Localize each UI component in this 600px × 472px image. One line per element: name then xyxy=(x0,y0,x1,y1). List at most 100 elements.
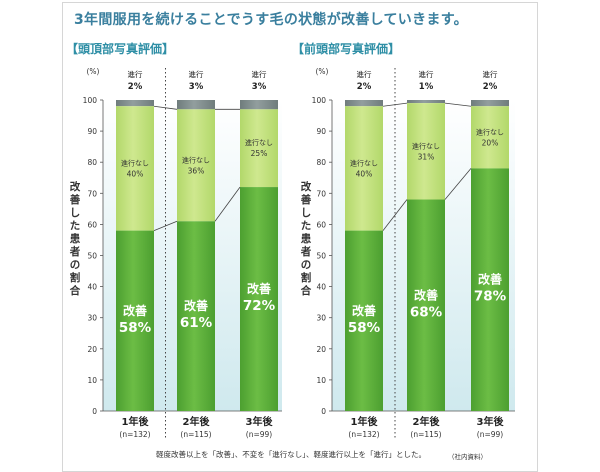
frontal-no-progress-value-label: 20% xyxy=(482,138,499,147)
crown-y-tick-label: 80 xyxy=(87,158,97,167)
frontal-y-tick-label: 70 xyxy=(316,189,326,198)
crown-y-tick-label: 90 xyxy=(87,127,97,136)
frontal-sample-size-label: (n=99) xyxy=(477,430,504,439)
crown-bar-improved xyxy=(177,221,215,411)
frontal-improved-series-label: 改善 xyxy=(478,272,502,287)
frontal-bar-improved xyxy=(345,230,383,411)
crown-bar-improved xyxy=(116,230,154,411)
frontal-y-label-char: 改 xyxy=(301,180,312,193)
panel-title-frontal: 【前頭部写真評価】 xyxy=(292,42,401,56)
crown-improved-series-label: 改善 xyxy=(123,303,147,318)
crown-bar-progressed xyxy=(240,100,278,110)
crown-y-tick-label: 30 xyxy=(87,314,97,323)
crown-y-label-char: た xyxy=(70,220,81,232)
crown-y-label-char: 患 xyxy=(70,232,81,245)
crown-y-tick-label: 50 xyxy=(87,252,97,261)
frontal-category-label: 1年後 xyxy=(351,415,379,428)
frontal-improved-value-label: 78% xyxy=(474,289,507,305)
frontal-improved-connector xyxy=(382,199,408,231)
crown-y-tick-label: 20 xyxy=(87,345,97,354)
frontal-improved-series-label: 改善 xyxy=(352,303,376,318)
crown-improved-value-label: 72% xyxy=(243,298,276,314)
headline: 3年間服用を続けることでうす毛の状態が改善していきます。 xyxy=(74,12,468,28)
frontal-no-progress-value-label: 31% xyxy=(418,152,435,161)
frontal-y-label-char: 患 xyxy=(301,232,312,245)
frontal-category-label: 3年後 xyxy=(477,415,505,428)
frontal-no-progress-connector xyxy=(382,102,408,107)
crown-sample-size-label: (n=99) xyxy=(246,430,273,439)
frontal-bar-no-progress xyxy=(471,106,509,169)
frontal-bar-improved xyxy=(471,168,509,411)
crown-y-tick-label: 0 xyxy=(92,407,97,416)
crown-improved-series-label: 改善 xyxy=(184,298,208,313)
crown-bar-no-progress xyxy=(240,109,278,188)
frontal-improved-connector xyxy=(444,168,472,200)
crown-no-progress-value-label: 36% xyxy=(188,166,205,175)
frontal-sample-size-label: (n=132) xyxy=(348,430,379,439)
frontal-y-tick-label: 100 xyxy=(312,96,327,105)
panel-title-crown: 【頭頂部写真評価】 xyxy=(66,42,175,56)
crown-y-label-char: 者 xyxy=(69,245,81,258)
crown-no-progress-value-label: 40% xyxy=(127,169,144,178)
source-note: （社内資料） xyxy=(448,453,487,461)
frontal-y-label-char: 善 xyxy=(301,193,312,206)
crown-no-progress-value-label: 25% xyxy=(251,149,268,158)
crown-y-label-char: 合 xyxy=(69,284,81,297)
frontal-y-tick-label: 30 xyxy=(316,314,326,323)
frontal-progressed-value-label: 1% xyxy=(419,82,434,92)
crown-progressed-series-label: 進行 xyxy=(128,69,143,79)
frontal-no-progress-connector xyxy=(444,102,472,107)
crown-no-progress-connector xyxy=(153,105,178,110)
frontal-no-progress-value-label: 40% xyxy=(356,169,373,178)
frontal-progressed-value-label: 2% xyxy=(357,82,372,92)
frontal-no-progress-series-label: 進行なし xyxy=(412,141,440,150)
frontal-sample-size-label: (n=115) xyxy=(410,430,441,439)
crown-sample-size-label: (n=115) xyxy=(180,430,211,439)
frontal-y-label-char: た xyxy=(301,220,312,232)
frontal-bar-improved xyxy=(407,199,445,411)
crown-no-progress-series-label: 進行なし xyxy=(121,158,149,167)
frontal-improved-value-label: 68% xyxy=(410,304,443,320)
frontal-y-tick-label: 20 xyxy=(316,345,326,354)
crown-improved-value-label: 61% xyxy=(180,315,213,331)
frontal-y-tick-label: 50 xyxy=(316,252,326,261)
crown-progressed-value-label: 3% xyxy=(252,82,267,92)
crown-bar-progressed xyxy=(116,100,154,107)
frontal-improved-series-label: 改善 xyxy=(414,287,438,302)
crown-no-progress-series-label: 進行なし xyxy=(245,138,273,147)
footnote: 軽度改善以上を「改善」、不変を「進行なし」、軽度進行以上を「進行」とした。 xyxy=(156,450,426,459)
crown-y-tick-label: 70 xyxy=(87,189,97,198)
frontal-y-label-char: 者 xyxy=(300,245,312,258)
crown-sample-size-label: (n=132) xyxy=(119,430,150,439)
frontal-no-progress-series-label: 進行なし xyxy=(476,127,504,136)
frontal-y-tick-label: 0 xyxy=(321,407,326,416)
crown-category-label: 3年後 xyxy=(246,415,274,428)
crown-category-label: 1年後 xyxy=(122,415,150,428)
crown-no-progress-series-label: 進行なし xyxy=(182,155,210,164)
frontal-category-label: 2年後 xyxy=(413,415,441,428)
frontal-y-label-char: 合 xyxy=(300,284,312,297)
frontal-progressed-series-label: 進行 xyxy=(357,69,372,79)
crown-bar-no-progress xyxy=(177,109,215,222)
frontal-bar-no-progress xyxy=(345,106,383,231)
crown-y-tick-label: 60 xyxy=(87,220,97,229)
frontal-bar-progressed xyxy=(407,100,445,104)
frontal-y-unit: (%) xyxy=(316,67,329,76)
crown-y-unit: (%) xyxy=(87,67,100,76)
crown-progressed-series-label: 進行 xyxy=(189,69,204,79)
crown-bar-no-progress xyxy=(116,106,154,231)
crown-y-tick-label: 10 xyxy=(87,376,97,385)
crown-improved-connector xyxy=(214,186,241,222)
frontal-bar-no-progress xyxy=(407,103,445,200)
frontal-y-tick-label: 90 xyxy=(316,127,326,136)
crown-y-tick-label: 40 xyxy=(87,283,97,292)
frontal-progressed-series-label: 進行 xyxy=(483,69,498,79)
frontal-y-label-char: 割 xyxy=(301,271,312,284)
frontal-bar-progressed xyxy=(345,100,383,107)
frontal-y-tick-label: 60 xyxy=(316,220,326,229)
frontal-progressed-value-label: 2% xyxy=(483,82,498,92)
crown-y-label-char: し xyxy=(70,207,81,219)
frontal-y-tick-label: 10 xyxy=(316,376,326,385)
crown-improved-value-label: 58% xyxy=(119,320,152,336)
